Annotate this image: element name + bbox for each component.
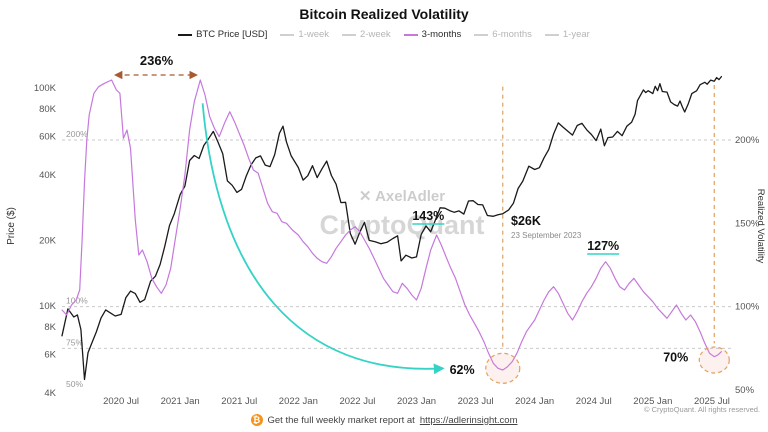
right-axis-tick: 200% bbox=[735, 135, 760, 146]
right-axis-title: Realized Volatility bbox=[755, 189, 766, 264]
annotation-26k-price: $26K bbox=[511, 214, 541, 228]
report-link[interactable]: https://adlerinsight.com bbox=[419, 414, 518, 426]
right-axis-tick: 150% bbox=[735, 218, 760, 229]
guide-label-100: 100% bbox=[66, 296, 88, 306]
left-axis-tick: 6K bbox=[44, 349, 56, 360]
x-axis-tick: 2025 Jan bbox=[633, 396, 672, 407]
annotation-70-circle bbox=[698, 346, 730, 374]
copyright-notice: © CryptoQuant. All rights reserved. bbox=[644, 405, 760, 414]
legend-line-swatch bbox=[178, 33, 193, 36]
annotation-127-label: 127% bbox=[587, 239, 619, 253]
legend-line-swatch bbox=[342, 33, 357, 36]
left-axis-tick: 60K bbox=[39, 131, 57, 142]
chart-title: Bitcoin Realized Volatility bbox=[299, 6, 469, 22]
x-axis-tick: 2024 Jul bbox=[576, 396, 612, 407]
legend-label: 2-week bbox=[360, 29, 391, 40]
legend: BTC Price [USD] 1-week 2-week 3-months 6-mon… bbox=[0, 29, 768, 40]
legend-item-6-months[interactable]: 6-months bbox=[474, 29, 532, 40]
annotation-236-label: 236% bbox=[140, 53, 174, 68]
guide-label-50: 50% bbox=[66, 379, 83, 389]
watermark-brand: CryptoQuant bbox=[320, 210, 485, 240]
series-line-btc-price-usd bbox=[61, 75, 723, 381]
left-axis-tick: 4K bbox=[44, 388, 56, 399]
x-axis-tick: 2020 Jul bbox=[103, 396, 139, 407]
annotation-70-label: 70% bbox=[663, 351, 688, 365]
x-axis-tick: 2021 Jul bbox=[221, 396, 257, 407]
legend-label: 1-year bbox=[562, 29, 590, 40]
annotation-decay-arrow bbox=[201, 103, 445, 375]
footer-text: Get the full weekly market report at bbox=[267, 414, 415, 426]
left-axis-tick: 20K bbox=[39, 235, 57, 246]
x-axis-tick: 2021 Jan bbox=[161, 396, 200, 407]
legend-item-3-months[interactable]: 3-months bbox=[403, 29, 462, 40]
x-axis-tick: 2023 Jan bbox=[397, 396, 436, 407]
left-axis-tick: 40K bbox=[39, 170, 57, 181]
series-line-3-months bbox=[61, 79, 722, 371]
left-axis-tick: 10K bbox=[39, 301, 57, 312]
watermark-author: ✕ AxelAdler bbox=[359, 188, 445, 205]
left-axis-tick: 100K bbox=[34, 83, 57, 94]
annotation-62-label: 62% bbox=[450, 363, 475, 377]
guide-label-200: 200% bbox=[66, 129, 88, 139]
x-axis-tick: 2022 Jan bbox=[279, 396, 318, 407]
x-axis-tick: 2023 Jul bbox=[458, 396, 494, 407]
footer: ₿ Get the full weekly market report at h… bbox=[0, 414, 768, 426]
legend-item-1-week[interactable]: 1-week bbox=[280, 29, 329, 40]
x-axis-tick: 2025 Jul bbox=[694, 396, 730, 407]
left-axis-title: Price ($) bbox=[6, 207, 17, 245]
legend-label: BTC Price [USD] bbox=[196, 29, 268, 40]
guide-label-75: 75% bbox=[66, 337, 83, 347]
x-axis-tick: 2022 Jul bbox=[339, 396, 375, 407]
bitcoin-icon: ₿ bbox=[250, 414, 263, 426]
annotation-62-circle bbox=[485, 352, 521, 384]
x-axis-tick: 2024 Jan bbox=[515, 396, 554, 407]
left-axis-tick: 80K bbox=[39, 104, 57, 115]
legend-label: 3-months bbox=[421, 29, 462, 40]
left-axis-tick: 8K bbox=[44, 322, 56, 333]
legend-item-btc-price-usd[interactable]: BTC Price [USD] bbox=[178, 29, 267, 40]
annotation-26k-date: 23 September 2023 bbox=[511, 231, 582, 240]
legend-label: 1-week bbox=[298, 29, 330, 40]
legend-item-2-week[interactable]: 2-week bbox=[342, 29, 391, 40]
legend-item-1-year[interactable]: 1-year bbox=[544, 29, 590, 40]
annotation-143-label: 143% bbox=[412, 209, 444, 223]
right-axis-tick: 100% bbox=[735, 302, 760, 313]
legend-line-swatch bbox=[403, 33, 418, 36]
right-axis-tick: 50% bbox=[735, 385, 755, 396]
legend-line-swatch bbox=[280, 33, 295, 36]
legend-label: 6-months bbox=[492, 29, 532, 40]
legend-line-swatch bbox=[544, 33, 559, 36]
legend-line-swatch bbox=[474, 33, 489, 36]
